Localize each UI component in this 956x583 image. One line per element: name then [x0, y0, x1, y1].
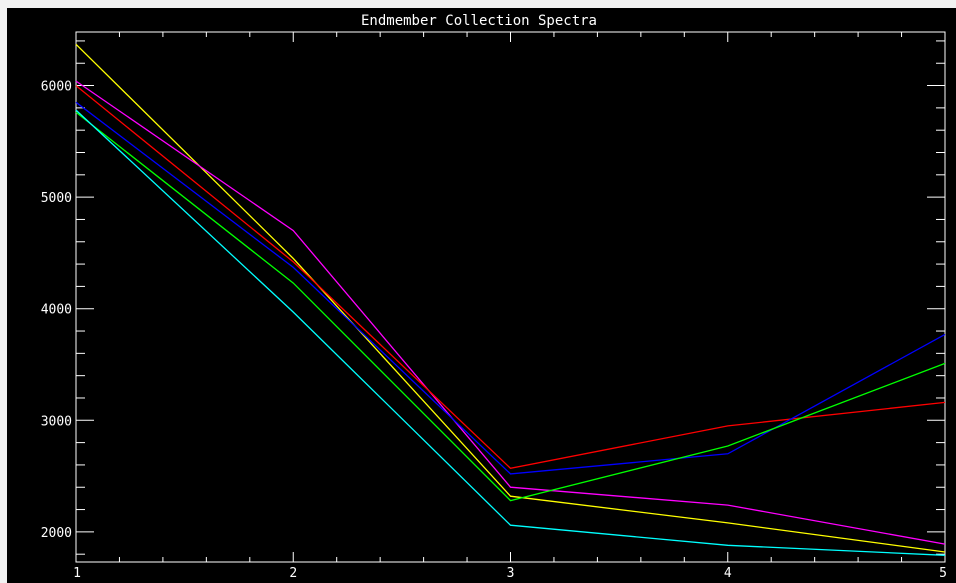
y-tick-label: 5000: [41, 191, 72, 206]
x-tick-label: 3: [507, 566, 515, 581]
y-tick-label: 3000: [41, 414, 72, 429]
y-axis: 2000 3000 4000 5000 6000: [41, 40, 945, 555]
chart-title: Endmember Collection Spectra: [361, 13, 597, 29]
plot-window: Endmember Collection Spectra 1 2 3 4 5 2000 3…: [7, 8, 956, 583]
y-tick-label: 4000: [41, 303, 72, 318]
series-line-5: [75, 111, 946, 502]
x-tick-label: 4: [724, 566, 732, 581]
x-tick-label: 1: [73, 566, 81, 581]
x-tick-label: 5: [939, 566, 947, 581]
series-line-1: [75, 43, 946, 553]
series-line-4: [75, 101, 946, 475]
series-line-2: [75, 80, 946, 545]
series-line-6: [75, 109, 946, 556]
plot-frame: [75, 31, 946, 563]
x-tick-label: 2: [289, 566, 297, 581]
series-line-3: [75, 85, 946, 470]
spectra-line-chart: Endmember Collection Spectra 1 2 3 4 5 2000 3…: [41, 13, 947, 581]
y-tick-label: 6000: [41, 80, 72, 95]
series-lines: [75, 43, 946, 556]
y-tick-label: 2000: [41, 526, 72, 541]
x-axis: 1 2 3 4 5: [73, 32, 947, 581]
